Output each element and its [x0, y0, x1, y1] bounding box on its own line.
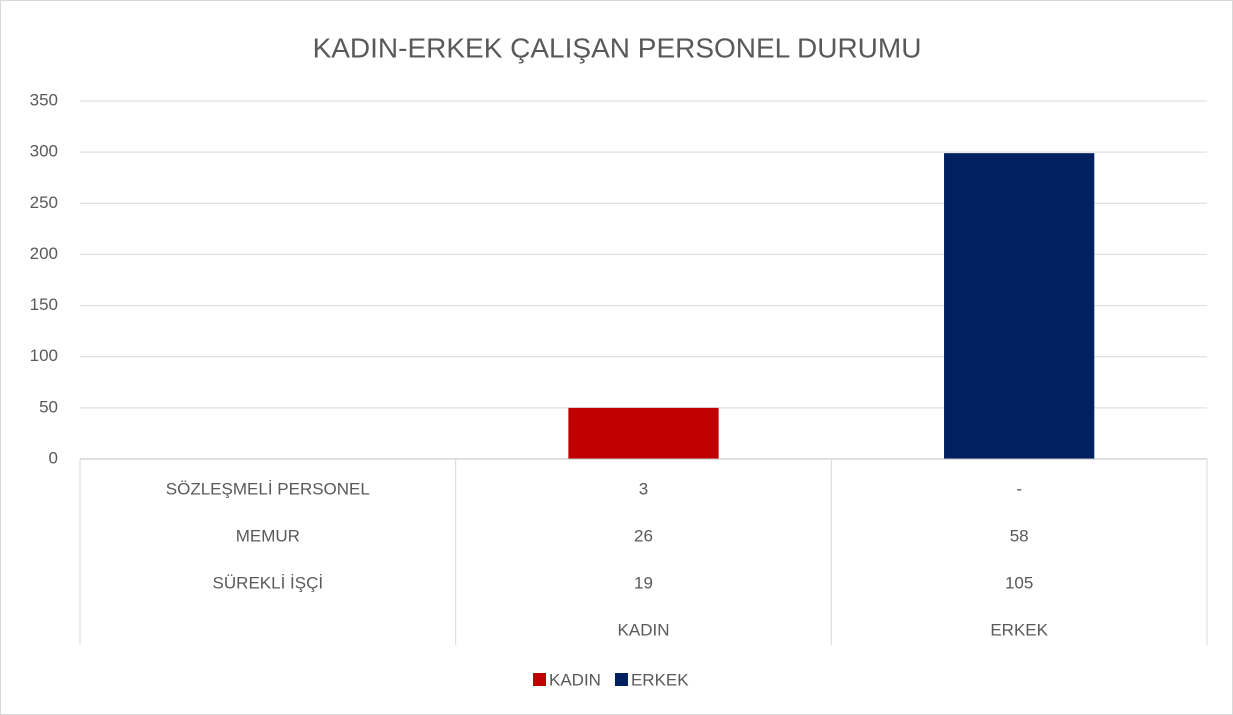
table-cell: 19	[634, 573, 653, 592]
y-tick-label: 0	[49, 448, 58, 467]
x-tick-label: KADIN	[618, 620, 670, 639]
y-tick-label: 300	[30, 142, 58, 161]
table-cell: 105	[1005, 573, 1033, 592]
table-cell: 26	[634, 526, 653, 545]
table-row-label: SÖZLEŞMELİ PERSONEL	[166, 479, 370, 498]
table-cell: 3	[639, 479, 648, 498]
table-cell: -	[1016, 479, 1022, 498]
legend-label: ERKEK	[631, 670, 689, 689]
table-row-label: SÜREKLİ İŞÇİ	[213, 573, 324, 592]
bar	[568, 407, 719, 459]
legend-label: KADIN	[549, 670, 601, 689]
y-tick-label: 50	[39, 397, 58, 416]
legend-swatch	[533, 673, 546, 686]
y-tick-label: 150	[30, 295, 58, 314]
y-tick-label: 100	[30, 346, 58, 365]
y-tick-label: 350	[30, 90, 58, 109]
legend-swatch	[614, 673, 628, 686]
chart-title: KADIN-ERKEK ÇALIŞAN PERSONEL DURUMU	[313, 32, 922, 63]
table-row-label: MEMUR	[236, 526, 300, 545]
x-tick-label: ERKEK	[990, 620, 1048, 639]
y-tick-label: 250	[30, 193, 58, 212]
y-tick-label: 200	[30, 244, 58, 263]
table-cell: 58	[1010, 526, 1029, 545]
bar	[944, 153, 1095, 459]
